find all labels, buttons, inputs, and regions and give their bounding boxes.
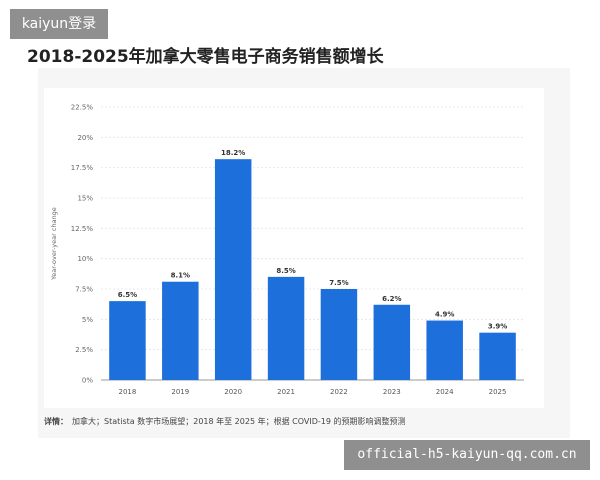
bar-2020 — [214, 159, 252, 380]
bar-chart: 0% 2.5% 5% 7.5% 10% 12.5% 15% 17.5% 20% 22.5% 6.5%… — [50, 104, 524, 397]
y-tick-label: 2.5% — [75, 346, 93, 354]
bar-2023 — [373, 304, 411, 380]
y-axis-title: Year-over-year change — [50, 207, 58, 281]
y-tick-label: 0% — [82, 377, 93, 385]
y-tick-label: 17.5% — [71, 164, 94, 172]
bar-2024 — [426, 320, 463, 380]
x-tick-label: 2021 — [277, 388, 295, 396]
bar-value-label: 8.5% — [276, 267, 295, 275]
bar-value-label: 8.1% — [171, 272, 190, 280]
x-tick-label: 2023 — [383, 388, 401, 396]
page-title: 2018-2025年加拿大零售电子商务销售额增长 — [27, 47, 384, 67]
x-tick-label: 2025 — [489, 388, 507, 396]
bar-value-label: 4.9% — [435, 311, 454, 319]
bar-2019 — [162, 281, 199, 380]
footnote-label: 详情： — [44, 417, 68, 426]
bar-value-label: 7.5% — [329, 279, 348, 287]
bar-value-label: 6.5% — [118, 291, 137, 299]
x-tick-label: 2020 — [224, 388, 242, 396]
y-tick-label: 15% — [77, 195, 93, 203]
footnote-text: 加拿大；Statista 数字市场展望；2018 年至 2025 年；根据 CO… — [72, 417, 406, 426]
x-tick-label: 2022 — [330, 388, 348, 396]
watermark-top-badge: kaiyun登录 — [10, 9, 108, 39]
bar-value-label: 18.2% — [221, 149, 245, 157]
y-tick-label: 5% — [82, 316, 93, 324]
chart-footnote: 详情： 加拿大；Statista 数字市场展望；2018 年至 2025 年；根据… — [44, 416, 405, 427]
y-tick-label: 10% — [77, 255, 93, 263]
x-tick-label: 2024 — [436, 388, 454, 396]
bar-2018 — [109, 301, 146, 380]
bar-value-label: 6.2% — [382, 295, 401, 303]
x-tick-label: 2018 — [119, 388, 137, 396]
y-tick-label: 12.5% — [71, 225, 94, 233]
chart-panel: 0% 2.5% 5% 7.5% 10% 12.5% 15% 17.5% 20% 22.5% 6.5%… — [44, 88, 544, 408]
bar-layer — [109, 159, 516, 380]
x-tick-label: 2019 — [171, 388, 189, 396]
bar-2021 — [267, 276, 305, 380]
watermark-bottom-badge: official-h5-kaiyun-qq.com.cn — [344, 440, 590, 470]
bar-2025 — [479, 332, 516, 380]
y-tick-label: 22.5% — [71, 104, 94, 112]
y-tick-label: 7.5% — [75, 286, 93, 294]
y-tick-label: 20% — [77, 134, 93, 142]
label-layer: 0% 2.5% 5% 7.5% 10% 12.5% 15% 17.5% 20% 22.5% 6.5%… — [71, 104, 508, 397]
bar-2022 — [320, 289, 358, 380]
bar-value-label: 3.9% — [488, 323, 507, 331]
